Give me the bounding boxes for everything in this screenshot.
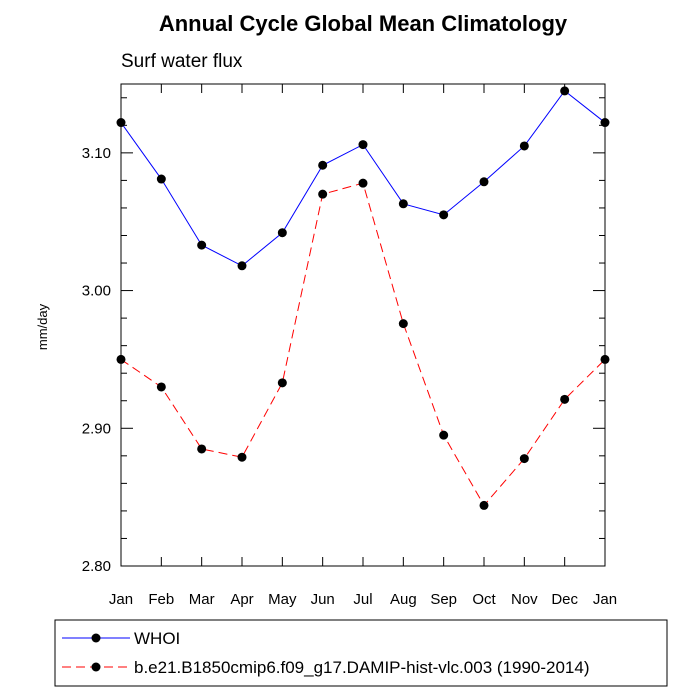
series-0-point xyxy=(439,210,449,220)
chart-title: Annual Cycle Global Mean Climatology xyxy=(159,11,568,36)
y-tick-label: 3.10 xyxy=(82,145,111,162)
series-1-point xyxy=(197,444,207,454)
series-1-point xyxy=(318,189,328,199)
series-0-point xyxy=(197,240,207,250)
x-tick-label: Jan xyxy=(109,591,133,608)
y-tick-label: 2.90 xyxy=(82,420,111,437)
series-0-point xyxy=(318,160,328,170)
x-tick-label: Jan xyxy=(593,591,617,608)
y-tick-label: 3.00 xyxy=(82,283,111,300)
x-tick-label: Sep xyxy=(430,591,457,608)
legend-label-1: b.e21.B1850cmip6.f09_g17.DAMIP-hist-vlc.… xyxy=(134,658,590,677)
series-0-point xyxy=(479,177,489,187)
x-tick-label: Jun xyxy=(311,591,335,608)
series-1-point xyxy=(237,452,247,462)
y-tick-label: 2.80 xyxy=(82,558,111,575)
series-1-point xyxy=(600,354,610,364)
series-1-point xyxy=(156,382,166,392)
series-0-point xyxy=(519,141,529,151)
x-tick-label: May xyxy=(268,591,297,608)
legend-marker-0 xyxy=(91,633,101,643)
series-0-point xyxy=(398,199,408,209)
series-0-point xyxy=(277,228,287,238)
series-0-point xyxy=(156,174,166,184)
x-tick-label: Dec xyxy=(551,591,578,608)
series-line-0 xyxy=(120,90,606,267)
series-1-point xyxy=(560,394,570,404)
series-1-point xyxy=(277,378,287,388)
plot-frame xyxy=(120,83,606,567)
x-tick-label: Oct xyxy=(472,591,496,608)
series-1-point xyxy=(519,454,529,464)
x-tick-label: Mar xyxy=(189,591,215,608)
series-0-point xyxy=(237,261,247,271)
series-0-point xyxy=(600,118,610,128)
series-1-point xyxy=(116,354,126,364)
series-0-point xyxy=(116,118,126,128)
series-1-point xyxy=(358,178,368,188)
series-1-point xyxy=(439,430,449,440)
legend-label-0: WHOI xyxy=(134,629,180,648)
series-0-point xyxy=(358,140,368,150)
x-tick-label: Feb xyxy=(148,591,174,608)
legend: WHOI b.e21.B1850cmip6.f09_g17.DAMIP-hist-… xyxy=(62,629,590,677)
y-axis-label: mm/day xyxy=(35,303,50,350)
legend-marker-1 xyxy=(91,662,101,672)
series-0-point xyxy=(560,86,570,96)
series-1-point xyxy=(479,500,489,510)
chart-subtitle: Surf water flux xyxy=(121,51,243,72)
x-tick-label: Jul xyxy=(353,591,372,608)
series-1-point xyxy=(398,319,408,329)
x-tick-label: Aug xyxy=(390,591,417,608)
axis-tick-labels: Jan Feb Mar Apr May Jun Jul Aug Sep Oct Nov Dec Jan 2… xyxy=(82,145,617,608)
legend-box xyxy=(54,619,668,687)
series-layer xyxy=(116,86,610,510)
x-tick-label: Apr xyxy=(230,591,253,608)
x-tick-label: Nov xyxy=(511,591,538,608)
axis-ticks xyxy=(120,84,606,567)
